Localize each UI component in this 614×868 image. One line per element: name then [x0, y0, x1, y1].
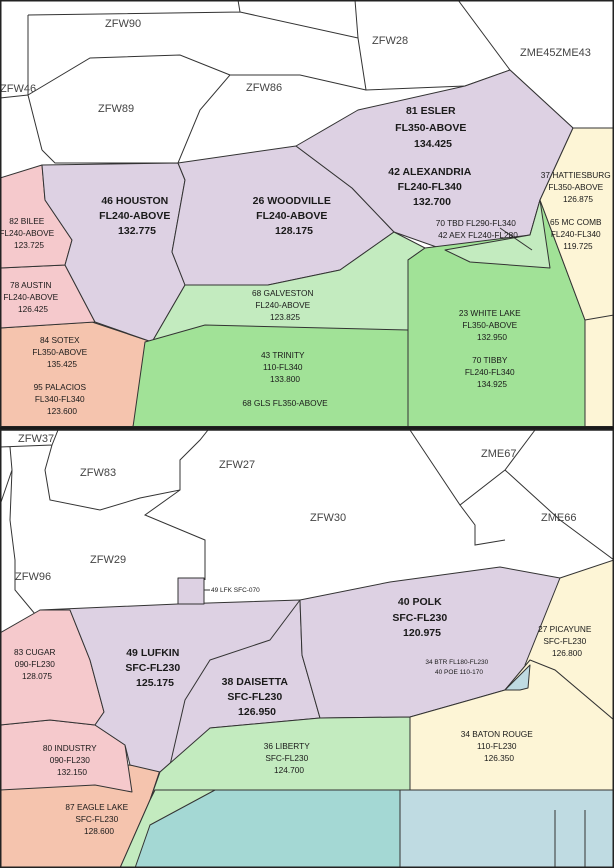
zone-label-zfw90: ZFW90: [105, 18, 141, 30]
mccomb-boundary: [584, 314, 614, 321]
zone-label-zfw37: ZFW37: [18, 433, 54, 445]
label-baton-rouge: 34 BATON ROUGE 110-FL230 126.350: [461, 724, 538, 763]
zone-label-zme66: ZME66: [541, 512, 576, 524]
zone-label-zfw86: ZFW86: [246, 82, 282, 94]
label-gls: 68 GLS FL350-ABOVE: [242, 398, 328, 408]
panel-divider: [0, 427, 614, 430]
sector-aex-low: [444, 199, 551, 269]
label-alexandria: 42 ALEXANDRIA FL240-FL340 132.700: [388, 162, 476, 208]
label-liberty: 36 LIBERTY SFC-FL230 124.700: [264, 736, 314, 775]
bottom-panel-frame: [0, 429, 614, 868]
label-btr-poe: 34 BTR FL180-FL230 40 POE 110-170: [425, 651, 492, 676]
label-daisetta: 38 DAISETTA SFC-FL230 126.950: [222, 672, 293, 718]
label-palacios: 95 PALACIOS FL340-FL340 123.600: [34, 377, 91, 416]
zone-label-zme45: ZME45ZME43: [520, 47, 591, 59]
zone-label-zfw46: ZFW46: [0, 83, 36, 95]
zone-label-zfw30: ZFW30: [310, 512, 346, 524]
sector-btr-poe-small: [504, 664, 531, 691]
top-panel-frame: [0, 0, 614, 428]
label-white-lake: 23 WHITE LAKE FL350-ABOVE 132.950: [459, 303, 525, 342]
zone-label-zfw29: ZFW29: [90, 554, 126, 566]
label-mccomb: 65 MC COMB FL240-FL340 119.725: [550, 212, 606, 251]
label-picayune: 27 PICAYUNE SFC-FL230 126.800: [538, 619, 596, 658]
label-bilee: 82 BILEE FL240-ABOVE 123.725: [0, 211, 59, 250]
zone-label-zfw96: ZFW96: [15, 571, 51, 583]
label-sotex: 84 SOTEX FL350-ABOVE 135.425: [32, 330, 91, 369]
bottom-map-panel: ZFW37 ZFW83 ZFW27 ZME67 ZFW30 ZME66 ZFW2…: [0, 429, 614, 868]
zone-label-zfw27: ZFW27: [219, 459, 255, 471]
label-hattiesburg: 37 HATTIESBURG FL350-ABOVE 126.875: [541, 165, 614, 204]
label-cugar: 83 CUGAR 090-FL230 128.075: [14, 642, 60, 681]
zone-label-zfw28: ZFW28: [372, 35, 408, 47]
label-industry: 80 INDUSTRY 090-FL230 132.150: [43, 738, 101, 777]
sector-steel: [399, 789, 614, 868]
zone-label-zme67: ZME67: [481, 448, 516, 460]
label-houston: 46 HOUSTON FL240-ABOVE 132.775: [99, 191, 175, 237]
zone-label-zfw89: ZFW89: [98, 103, 134, 115]
label-polk: 40 POLK SFC-FL230 120.975: [392, 592, 451, 639]
top-map-panel: ZFW90 ZFW28 ZME45ZME43 ZFW46 ZFW89 ZFW86…: [0, 0, 614, 428]
label-galveston: 68 GALVESTON FL240-ABOVE 123.825: [252, 283, 318, 322]
label-eagle-lake: 87 EAGLE LAKE SFC-FL230 128.600: [65, 797, 132, 836]
sector-lfk[interactable]: [177, 577, 205, 605]
sector-teal: [134, 789, 411, 868]
label-lufkin: 49 LUFKIN SFC-FL230 125.175: [125, 643, 184, 689]
label-tibby: 70 TIBBY FL240-FL340 134.925: [465, 350, 519, 389]
label-trinity: 43 TRINITY 110-FL340 133.800: [261, 345, 309, 384]
bottom-zone-boundary-lines: [0, 429, 614, 621]
tbd-aex-pointer: [499, 227, 533, 251]
zone-label-zfw83: ZFW83: [80, 467, 116, 479]
label-woodville: 26 WOODVILLE FL240-ABOVE 128.175: [253, 191, 336, 237]
label-austin: 78 AUSTIN FL240-ABOVE 126.425: [3, 275, 62, 314]
label-tbd-aex: 70 TBD FL290-FL340 42 AEX FL240-FL280: [436, 213, 521, 240]
label-esler: 81 ESLER FL350-ABOVE 134.425: [395, 101, 471, 150]
label-lfk: 49 LFK SFC-070: [211, 587, 260, 594]
